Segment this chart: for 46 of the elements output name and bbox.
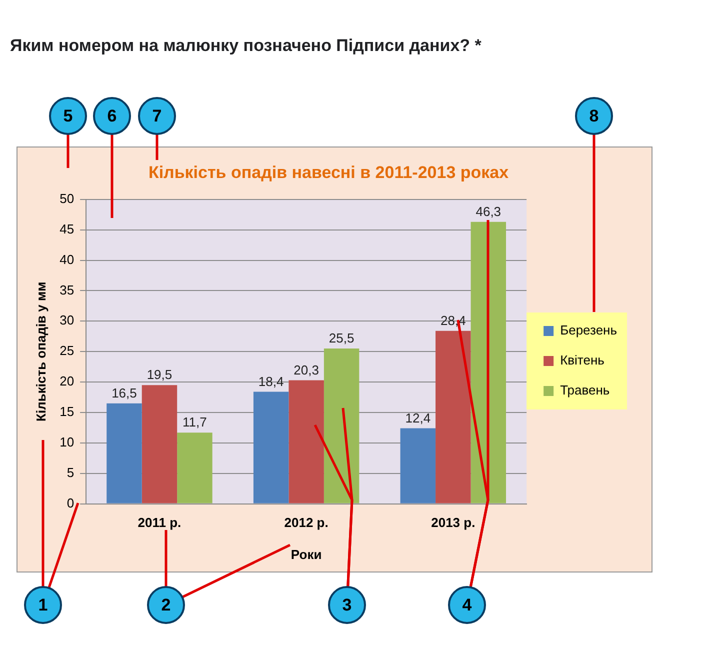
bar: [106, 403, 142, 504]
data-label: 18,4: [258, 374, 284, 389]
y-tick-label: 30: [60, 312, 74, 328]
bar: [324, 348, 360, 504]
chart-title: Кількість опадів навесні в 2011-2013 роках: [148, 162, 510, 182]
y-tick-label: 5: [66, 464, 74, 480]
text: 7: [152, 106, 162, 126]
bar: [470, 222, 506, 504]
text: 6: [107, 106, 117, 126]
data-label: 46,3: [476, 204, 502, 220]
y-tick-label: 10: [60, 434, 74, 450]
y-tick-label: 45: [60, 221, 74, 236]
data-label: 25,5: [328, 330, 354, 346]
x-tick-label: 2012 р.: [284, 515, 328, 530]
y-tick-label: 35: [60, 282, 74, 298]
data-label: 12,4: [405, 410, 431, 426]
bar: [142, 385, 178, 504]
data-label: 28,4: [440, 312, 466, 328]
y-tick-label: 25: [60, 343, 74, 358]
bar: [400, 428, 436, 504]
y-tick-label: 15: [60, 404, 74, 420]
text: Яким номером на малюнку позначено Підписи даних? *: [10, 36, 482, 56]
bar: [288, 380, 324, 504]
text: 1: [38, 596, 48, 615]
text: 2: [161, 596, 171, 615]
y-tick-label: 0: [66, 495, 74, 510]
x-tick-label: 2011 р.: [138, 515, 182, 530]
legend-label: Травень: [560, 382, 610, 398]
legend-label: Квітень: [560, 352, 605, 368]
data-label: 16,5: [112, 385, 137, 400]
data-label: 11,7: [182, 414, 207, 430]
x-axis-title: Роки: [290, 546, 322, 562]
text: 4: [462, 596, 472, 615]
legend-label: Березень: [560, 322, 618, 338]
x-tick-label: 2013 р.: [431, 515, 476, 530]
y-tick-label: 20: [60, 374, 74, 389]
y-axis-title: Кількість опадів у мм: [33, 282, 48, 422]
bar: [436, 330, 471, 504]
text: 3: [342, 596, 352, 615]
text: 8: [589, 106, 599, 126]
bar: [177, 432, 212, 504]
data-label: 19,5: [146, 367, 172, 382]
data-label: 20,3: [294, 362, 319, 378]
y-tick-label: 50: [60, 190, 74, 206]
bar: [253, 392, 289, 504]
y-tick-label: 40: [60, 252, 74, 267]
